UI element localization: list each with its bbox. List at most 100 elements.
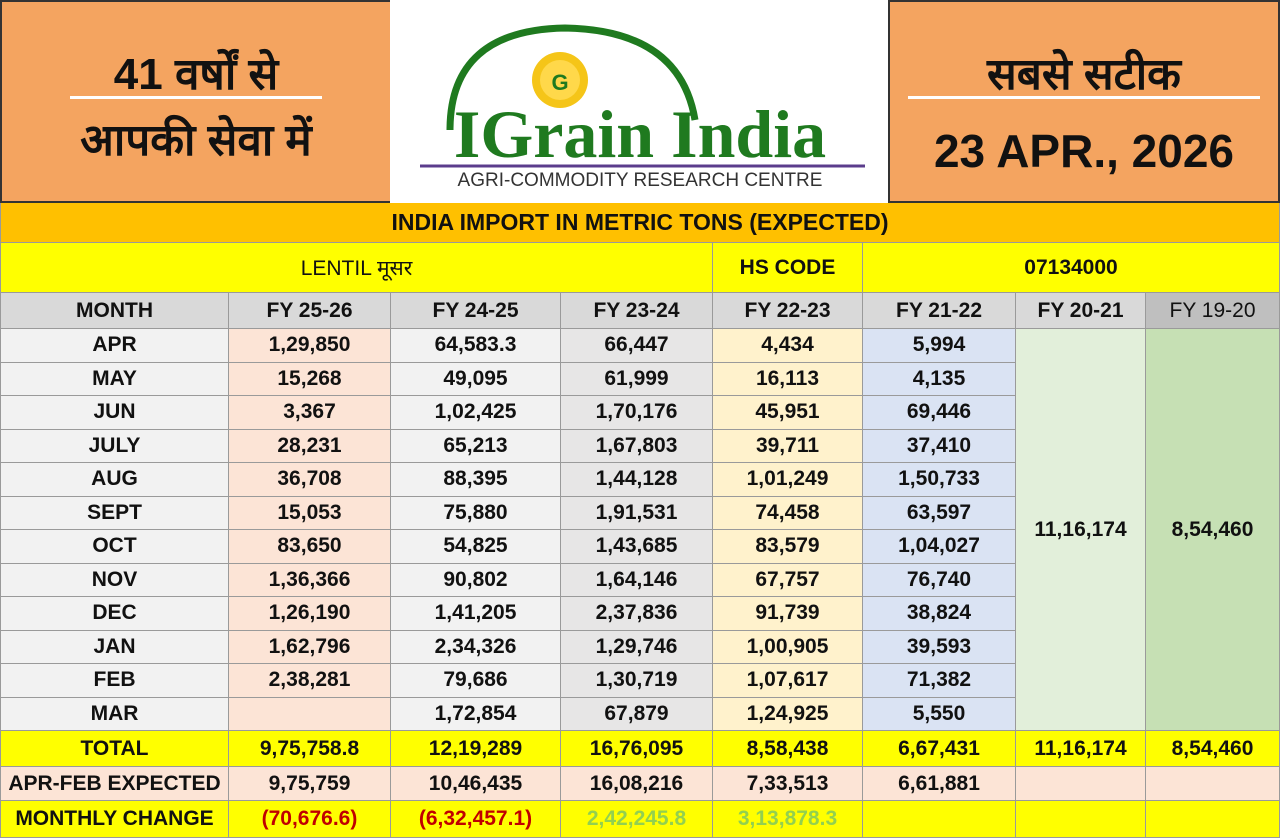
expected-value: 10,46,435 <box>391 767 561 801</box>
cell-value: 1,29,850 <box>229 329 391 363</box>
column-header: FY 21-22 <box>863 293 1016 329</box>
cell-value: 54,825 <box>391 530 561 564</box>
cell-value: 74,458 <box>713 496 863 530</box>
cell-value: 38,824 <box>863 597 1016 631</box>
cell-value: 90,802 <box>391 563 561 597</box>
expected-value <box>1016 767 1146 801</box>
tagline: सबसे सटीक <box>987 50 1181 99</box>
column-header: MONTH <box>1 293 229 329</box>
change-value <box>1016 801 1146 838</box>
column-header: FY 19-20 <box>1146 293 1280 329</box>
cell-value: 66,447 <box>561 329 713 363</box>
cell-value: 1,24,925 <box>713 697 863 731</box>
cell-value: 63,597 <box>863 496 1016 530</box>
cell-value: 64,583.3 <box>391 329 561 363</box>
cell-value: 1,41,205 <box>391 597 561 631</box>
logo-text: IGrain India <box>453 96 827 172</box>
column-header: FY 20-21 <box>1016 293 1146 329</box>
cell-value: 1,64,146 <box>561 563 713 597</box>
logo-graphic: G <box>420 24 865 168</box>
tagline: आपकी सेवा में <box>80 116 312 165</box>
row-label: TOTAL <box>1 731 229 767</box>
cell-value: 67,757 <box>713 563 863 597</box>
cell-value: 79,686 <box>391 664 561 698</box>
import-table: INDIA IMPORT IN METRIC TONS (EXPECTED) LE… <box>0 203 1280 838</box>
cell-value: 15,053 <box>229 496 391 530</box>
month: DEC <box>1 597 229 631</box>
cell-value: 69,446 <box>863 396 1016 430</box>
total-value: 8,54,460 <box>1146 731 1280 767</box>
cell-value: 1,67,803 <box>561 429 713 463</box>
total-value: 8,58,438 <box>713 731 863 767</box>
cell-value: 83,650 <box>229 530 391 564</box>
cell-value: 45,951 <box>713 396 863 430</box>
change-value <box>863 801 1016 838</box>
logo-subtitle: AGRI-COMMODITY RESEARCH CENTRE <box>457 170 823 191</box>
month: APR <box>1 329 229 363</box>
cell-value: 83,579 <box>713 530 863 564</box>
cell-value: 1,72,854 <box>391 697 561 731</box>
divider <box>908 96 1260 99</box>
cell-value: 88,395 <box>391 463 561 497</box>
svg-text:G: G <box>551 70 568 95</box>
cell-value: 3,367 <box>229 396 391 430</box>
merged-value: 8,54,460 <box>1146 329 1280 731</box>
expected-value <box>1146 767 1280 801</box>
cell-value: 2,37,836 <box>561 597 713 631</box>
change-value: (6,32,457.1) <box>391 801 561 838</box>
cell-value: 65,213 <box>391 429 561 463</box>
cell-value: 2,34,326 <box>391 630 561 664</box>
cell-value: 39,593 <box>863 630 1016 664</box>
month: SEPT <box>1 496 229 530</box>
cell-value: 1,04,027 <box>863 530 1016 564</box>
cell-value: 71,382 <box>863 664 1016 698</box>
total-value: 6,67,431 <box>863 731 1016 767</box>
cell-value: 76,740 <box>863 563 1016 597</box>
cell-value: 4,434 <box>713 329 863 363</box>
cell-value: 1,26,190 <box>229 597 391 631</box>
cell-value: 49,095 <box>391 362 561 396</box>
divider <box>70 96 322 99</box>
change-value: (70,676.6) <box>229 801 391 838</box>
cell-value: 16,113 <box>713 362 863 396</box>
cell-value: 1,70,176 <box>561 396 713 430</box>
row-label: APR-FEB EXPECTED <box>1 767 229 801</box>
change-value: 3,13,878.3 <box>713 801 863 838</box>
expected-value: 6,61,881 <box>863 767 1016 801</box>
cell-value: 4,135 <box>863 362 1016 396</box>
month: FEB <box>1 664 229 698</box>
month: JULY <box>1 429 229 463</box>
month: MAR <box>1 697 229 731</box>
total-value: 11,16,174 <box>1016 731 1146 767</box>
cell-value: 2,38,281 <box>229 664 391 698</box>
column-header: FY 24-25 <box>391 293 561 329</box>
right-banner: सबसे सटीक 23 APR., 2026 <box>888 0 1280 203</box>
month: MAY <box>1 362 229 396</box>
month: AUG <box>1 463 229 497</box>
logo-area: G IGrain India AGRI-COMMODITY RESEARCH C… <box>390 0 890 203</box>
cell-value: 15,268 <box>229 362 391 396</box>
cell-value: 1,01,249 <box>713 463 863 497</box>
cell-value: 75,880 <box>391 496 561 530</box>
hs-code: 07134000 <box>863 243 1280 293</box>
cell-value: 39,711 <box>713 429 863 463</box>
month: OCT <box>1 530 229 564</box>
month: JAN <box>1 630 229 664</box>
cell-value: 1,43,685 <box>561 530 713 564</box>
cell-value: 1,07,617 <box>713 664 863 698</box>
cell-value: 1,44,128 <box>561 463 713 497</box>
product: LENTIL मूसर <box>1 243 713 293</box>
change-value <box>1146 801 1280 838</box>
merged-value: 11,16,174 <box>1016 329 1146 731</box>
month: NOV <box>1 563 229 597</box>
left-banner: 41 वर्षों से आपकी सेवा में <box>0 0 392 203</box>
cell-value: 1,30,719 <box>561 664 713 698</box>
cell-value: 28,231 <box>229 429 391 463</box>
expected-value: 7,33,513 <box>713 767 863 801</box>
row-label: MONTHLY CHANGE <box>1 801 229 838</box>
cell-value: 1,62,796 <box>229 630 391 664</box>
cell-value: 5,994 <box>863 329 1016 363</box>
cell-value <box>229 697 391 731</box>
column-header: FY 23-24 <box>561 293 713 329</box>
